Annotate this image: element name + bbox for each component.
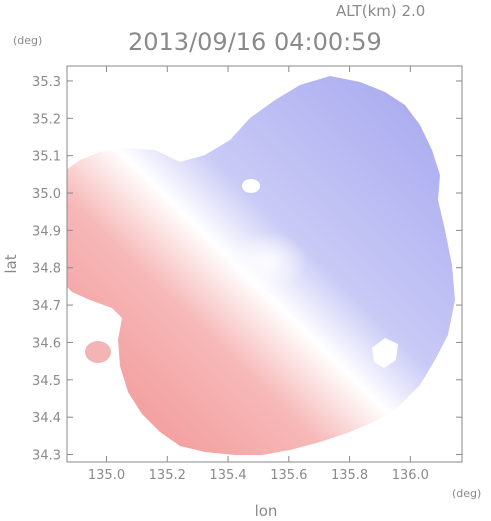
y-unit-label: (deg) — [13, 34, 42, 47]
y-axis: 34.3 34.4 34.5 34.6 34.7 34.8 34.9 35.0 35.1 35.2… — [32, 75, 462, 464]
x-tick-label: 135.2 — [149, 468, 186, 483]
radar-echo-field — [67, 76, 455, 455]
y-tick-label: 35.0 — [32, 187, 61, 202]
radar-site-highlight — [228, 232, 308, 292]
x-tick-label: 136.0 — [392, 468, 429, 483]
x-tick-label: 135.8 — [331, 468, 368, 483]
y-tick-label: 34.6 — [32, 336, 61, 351]
y-axis-title: lat — [2, 254, 20, 273]
west-echo-patch — [85, 341, 111, 363]
x-axis-title: lon — [255, 502, 278, 520]
y-tick-label: 34.7 — [32, 299, 61, 314]
echo-gap-north — [242, 179, 260, 193]
y-tick-label: 34.4 — [32, 411, 61, 426]
y-tick-label: 34.8 — [32, 262, 61, 277]
chart-title: 2013/09/16 04:00:59 — [128, 28, 382, 56]
altitude-label: ALT(km) 2.0 — [336, 2, 425, 20]
x-unit-label: (deg) — [452, 487, 481, 500]
y-tick-label: 35.1 — [32, 150, 61, 165]
y-tick-label: 35.3 — [32, 75, 61, 90]
plot-frame — [66, 65, 463, 463]
x-tick-label: 135.0 — [88, 468, 125, 483]
y-tick-label: 34.9 — [32, 224, 61, 239]
y-tick-label: 34.3 — [32, 449, 61, 464]
echo-gap-east — [372, 338, 398, 368]
y-tick-label: 34.5 — [32, 374, 61, 389]
x-axis: 135.0 135.2 135.4 135.6 135.8 136.0 — [88, 66, 429, 483]
x-tick-label: 135.4 — [209, 468, 246, 483]
x-tick-label: 135.6 — [270, 468, 307, 483]
y-tick-label: 35.2 — [32, 112, 61, 127]
